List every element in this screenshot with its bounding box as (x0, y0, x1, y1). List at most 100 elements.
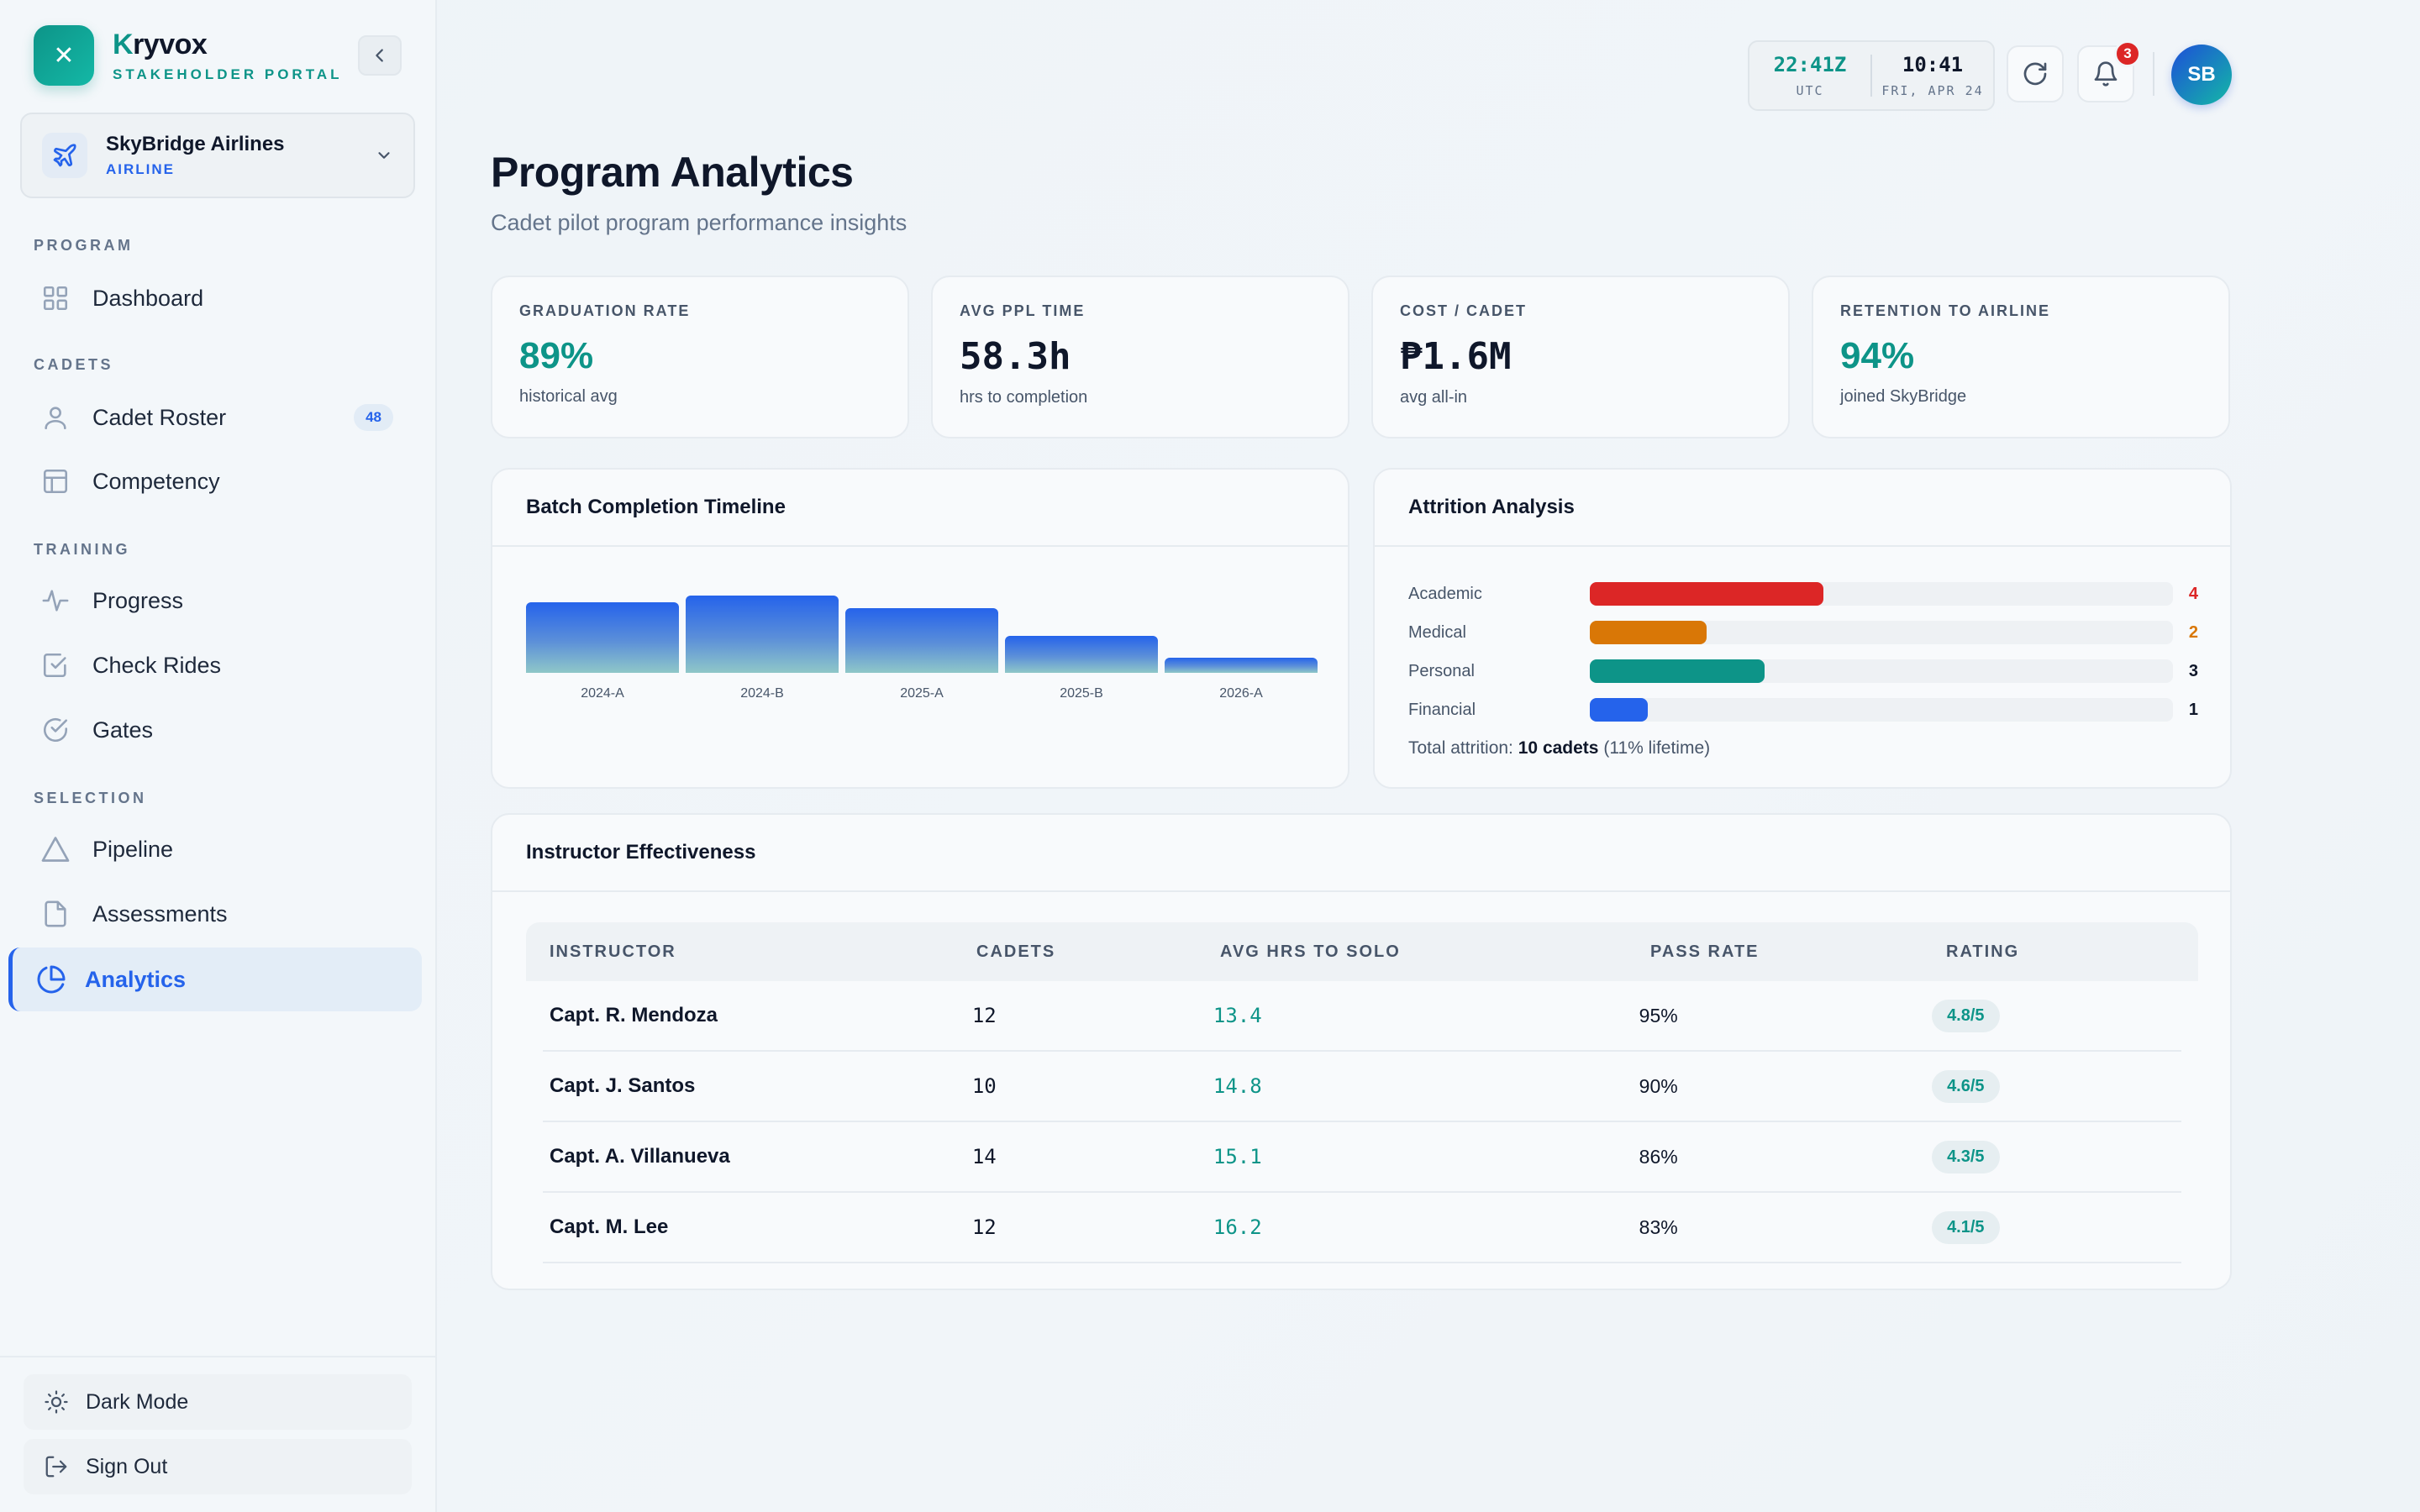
column-header[interactable]: CADETS (976, 942, 1056, 961)
table-row[interactable]: Capt. J. Santos 10 14.8 90% 4.6/5 (543, 1052, 2181, 1122)
attrition-category: Academic (1408, 584, 1482, 603)
organization-name: SkyBridge Airlines (106, 133, 285, 155)
nav-item-dashboard[interactable]: Dashboard (34, 269, 420, 328)
kpi-subtext: joined SkyBridge (1840, 387, 1967, 406)
sign-out-button[interactable]: Sign Out (24, 1439, 412, 1494)
nav-item-check-rides[interactable]: Check Rides (34, 636, 420, 695)
pass-rate: 95% (1639, 1004, 1678, 1026)
pass-rate: 83% (1639, 1215, 1678, 1238)
collapse-sidebar-button[interactable] (358, 35, 402, 76)
table-row[interactable]: Capt. A. Villanueva 14 15.1 86% 4.3/5 (543, 1122, 2181, 1193)
notification-count-badge: 3 (2114, 40, 2141, 67)
local-date: FRI, APR 24 (1881, 83, 1984, 98)
attrition-bar (1590, 659, 1765, 683)
panel-title: Instructor Effectiveness (492, 815, 2230, 892)
kpi-label: GRADUATION RATE (519, 302, 691, 319)
brand-subtitle: STAKEHOLDER PORTAL (113, 66, 343, 82)
nav-label: Check Rides (92, 652, 222, 678)
chart-category-label: 2024-B (740, 686, 784, 701)
brand-logo: ✕ (34, 25, 94, 86)
brand: ✕ Kryvox STAKEHOLDER PORTAL (34, 25, 342, 86)
attrition-row: Medical 2 (1408, 616, 2198, 649)
utc-time: 22:41Z (1773, 53, 1847, 76)
attrition-category: Personal (1408, 661, 1475, 680)
column-header[interactable]: AVG HRS TO SOLO (1220, 942, 1401, 961)
rating-badge: 4.8/5 (1932, 999, 2000, 1032)
table-row[interactable]: Capt. M. Lee 12 16.2 83% 4.1/5 (543, 1193, 2181, 1263)
file-icon (39, 897, 72, 931)
kpi-label: COST / CADET (1400, 302, 1528, 319)
column-header[interactable]: RATING (1946, 942, 2020, 961)
panel-title: Batch Completion Timeline (492, 470, 1348, 547)
attrition-bar (1590, 582, 1823, 606)
dark-mode-toggle[interactable]: Dark Mode (24, 1374, 412, 1430)
nav-item-progress[interactable]: Progress (34, 571, 420, 630)
organization-selector[interactable]: SkyBridge Airlines AIRLINE (20, 113, 415, 198)
nav-label: Pipeline (92, 836, 174, 862)
avg-hours-to-solo: 14.8 (1213, 1074, 1262, 1098)
refresh-button[interactable] (2007, 45, 2064, 102)
user-icon (39, 401, 72, 434)
pie-chart-icon (34, 963, 68, 996)
instructor-effectiveness-panel: Instructor Effectiveness INSTRUCTOR CADE… (491, 813, 2232, 1290)
chart-category-label: 2026-A (1219, 686, 1263, 701)
kpi-card-cost-per-cadet: COST / CADET ₱1.6M avg all-in (1371, 276, 1790, 438)
attrition-category: Financial (1408, 700, 1476, 719)
notifications-button[interactable]: 3 (2077, 40, 2141, 102)
attrition-row: Academic 4 (1408, 577, 2198, 611)
attrition-category: Medical (1408, 622, 1466, 642)
nav-item-assessments[interactable]: Assessments (34, 885, 420, 943)
nav-item-competency[interactable]: Competency (34, 452, 420, 511)
table-row[interactable]: Capt. R. Mendoza 12 13.4 95% 4.8/5 (543, 981, 2181, 1052)
sign-out-label: Sign Out (86, 1454, 168, 1478)
logout-icon (42, 1452, 71, 1481)
chevron-down-icon (378, 152, 390, 159)
instructor-name: Capt. R. Mendoza (550, 1004, 718, 1026)
attrition-bar-track (1590, 659, 2173, 683)
nav-item-gates[interactable]: Gates (34, 701, 420, 759)
section-label-training: TRAINING (34, 541, 130, 558)
cadet-count: 12 (971, 1004, 997, 1027)
kpi-subtext: hrs to completion (960, 388, 1088, 407)
column-header[interactable]: INSTRUCTOR (550, 942, 676, 961)
organization-type: AIRLINE (106, 161, 175, 177)
panel-title: Attrition Analysis (1375, 470, 2230, 547)
attrition-total: Total attrition: 10 cadets (11% lifetime… (1408, 738, 1711, 758)
batch-completion-chart: 2024-A 2024-B 2025-A 2025-B 2026-A (526, 580, 1318, 715)
batch-completion-panel: Batch Completion Timeline 2024-A 2024-B 20… (491, 468, 1349, 789)
avatar[interactable]: SB (2171, 45, 2232, 105)
chart-category-label: 2024-A (581, 686, 624, 701)
kpi-label: AVG PPL TIME (960, 302, 1086, 319)
nav-item-cadet-roster[interactable]: Cadet Roster 48 (34, 388, 420, 447)
section-label-cadets: CADETS (34, 356, 114, 373)
attrition-bar (1590, 621, 1707, 644)
instructor-name: Capt. J. Santos (550, 1074, 696, 1097)
instructor-name: Capt. M. Lee (550, 1215, 669, 1238)
grid-icon (39, 281, 72, 315)
local-time: 10:41 (1902, 53, 1964, 76)
rating-badge: 4.1/5 (1932, 1210, 2000, 1244)
nav-label: Dashboard (92, 285, 204, 311)
avg-hours-to-solo: 13.4 (1213, 1004, 1262, 1027)
avg-hours-to-solo: 16.2 (1213, 1215, 1262, 1239)
sidebar: ✕ Kryvox STAKEHOLDER PORTAL SkyBridge Ai… (0, 0, 437, 1512)
chart-category-label: 2025-B (1060, 686, 1103, 701)
kpi-value: 58.3h (960, 335, 1071, 378)
sidebar-footer (0, 1356, 437, 1357)
kpi-value: ₱1.6M (1400, 335, 1512, 378)
topbar-divider (2153, 52, 2154, 96)
brand-name: Kryvox (113, 28, 208, 60)
check-circle-icon (39, 713, 72, 747)
attrition-row: Personal 3 (1408, 654, 2198, 688)
plane-icon (42, 133, 87, 178)
nav-item-pipeline[interactable]: Pipeline (34, 820, 420, 879)
attrition-count: 2 (2188, 622, 2198, 642)
nav-item-analytics[interactable]: Analytics (8, 948, 422, 1011)
instructor-name: Capt. A. Villanueva (550, 1145, 730, 1168)
nav-label: Gates (92, 717, 154, 743)
utc-label: UTC (1796, 83, 1824, 98)
pass-rate: 90% (1639, 1074, 1678, 1097)
attrition-row: Financial 1 (1408, 693, 2198, 727)
cadet-count: 12 (971, 1215, 997, 1239)
column-header[interactable]: PASS RATE (1650, 942, 1760, 961)
